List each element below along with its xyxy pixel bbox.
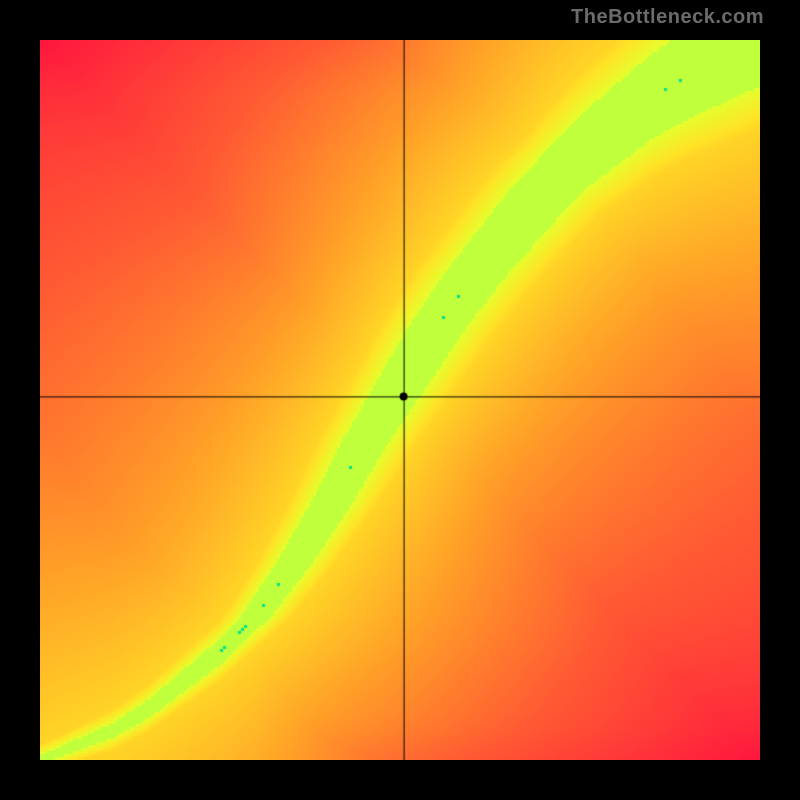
bottleneck-heatmap xyxy=(40,40,760,760)
watermark-text: TheBottleneck.com xyxy=(571,6,764,29)
